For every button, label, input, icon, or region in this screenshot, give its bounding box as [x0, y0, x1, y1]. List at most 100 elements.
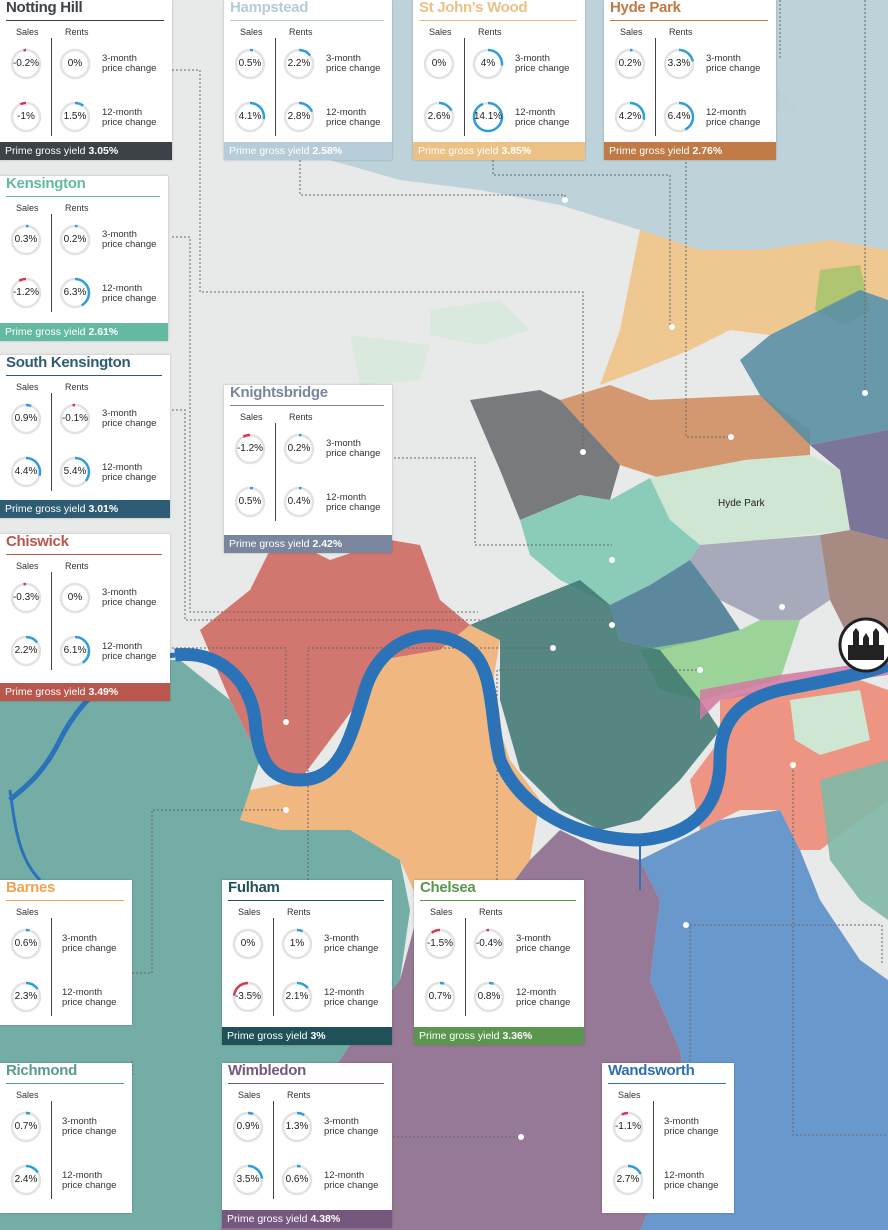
chiswick-sales-3m-value: -0.3%: [12, 592, 40, 603]
sales-header: Sales: [238, 1090, 261, 1100]
chelsea-rents-3m-gauge: -0.4%: [473, 928, 505, 960]
notting-hill-sales-12m-value: -1%: [17, 111, 35, 122]
label-3-month: 3-month price change: [324, 933, 379, 954]
chiswick-card: Chiswick Sales Rents -0.3% 2.2% 0% 6.1% 3-month…: [0, 533, 170, 701]
fulham-sales-12m-gauge: -3.5%: [232, 981, 264, 1013]
wimbledon-rents-3m-gauge: 1.3%: [281, 1111, 313, 1143]
hyde-park-sales-3m-value: 0.2%: [618, 58, 642, 69]
hampstead-sales-12m-gauge: 4.1%: [234, 101, 266, 133]
fulham-sales-3m-gauge: 0%: [232, 928, 264, 960]
richmond-sales-12m-gauge: 2.4%: [10, 1164, 42, 1196]
label-12-month: 12-month price change: [326, 107, 381, 128]
rents-header: Rents: [478, 27, 502, 37]
south-kensington-sales-3m-value: 0.9%: [14, 413, 38, 424]
hyde-park-rents-3m-value: 3.3%: [667, 58, 691, 69]
chelsea-sales-3m-gauge: -1.5%: [424, 928, 456, 960]
st-johns-wood-rents-3m-gauge: 4%: [472, 48, 504, 80]
wimbledon-title-rule: [228, 1083, 384, 1084]
st-johns-wood-sales-3m-value: 0%: [431, 58, 447, 69]
wimbledon-rents-12m-gauge: 0.6%: [281, 1164, 313, 1196]
knightsbridge-yield-bar: Prime gross yield 2.42%: [224, 535, 392, 553]
kensington-sales-3m-gauge: 0.3%: [10, 224, 42, 256]
knightsbridge-sales-12m-value: 0.5%: [238, 496, 262, 507]
notting-hill-title: Notting Hill: [6, 0, 83, 16]
wimbledon-rents-12m-value: 0.6%: [285, 1174, 309, 1185]
label-3-month: 3-month price change: [62, 933, 117, 954]
kensington-sales-12m-gauge: -1.2%: [10, 277, 42, 309]
st-johns-wood-yield-bar: Prime gross yield 3.85%: [413, 142, 585, 160]
label-12-month: 12-month price change: [516, 987, 571, 1008]
hampstead-yield-value: 2.58%: [312, 145, 343, 157]
wimbledon-card: Wimbledon Sales Rents 0.9% 3.5% 1.3% 0.6% 3-mon…: [222, 1062, 392, 1228]
st-johns-wood-sales-12m-value: 2.6%: [427, 111, 451, 122]
wandsworth-sales-12m-gauge: 2.7%: [612, 1164, 644, 1196]
chiswick-sales-12m-value: 2.2%: [14, 645, 38, 656]
st-johns-wood-card: St John's Wood Sales Rents 0% 2.6% 4% 14.1% 3-m…: [413, 0, 585, 160]
sales-header: Sales: [240, 412, 263, 422]
fulham-sales-3m-value: 0%: [240, 938, 256, 949]
st-johns-wood-sales-3m-gauge: 0%: [423, 48, 455, 80]
fulham-sales-12m-value: -3.5%: [234, 991, 262, 1002]
chiswick-rents-3m-gauge: 0%: [59, 582, 91, 614]
label-3-month: 3-month price change: [102, 229, 157, 250]
chiswick-rents-12m-value: 6.1%: [63, 645, 87, 656]
wandsworth-sales-3m-gauge: -1.1%: [612, 1111, 644, 1143]
notting-hill-card: Notting Hill Sales Rents -0.2% -1% 0% 1.5% 3-mo…: [0, 0, 172, 160]
chelsea-rents-3m-value: -0.4%: [475, 938, 503, 949]
hyde-park-rents-3m-gauge: 3.3%: [663, 48, 695, 80]
hampstead-rents-12m-value: 2.8%: [287, 111, 311, 122]
south-kensington-sales-12m-value: 4.4%: [14, 466, 38, 477]
knightsbridge-rents-3m-gauge: 0.2%: [283, 433, 315, 465]
south-kensington-yield-value: 3.01%: [88, 503, 119, 515]
label-3-month: 3-month price change: [515, 53, 570, 74]
wimbledon-title: Wimbledon: [228, 1062, 306, 1079]
hampstead-rents-3m-gauge: 2.2%: [283, 48, 315, 80]
column-divider: [464, 38, 465, 136]
notting-hill-sales-3m-value: -0.2%: [12, 58, 40, 69]
st-johns-wood-rents-12m-gauge: 14.1%: [472, 101, 504, 133]
barnes-title: Barnes: [6, 879, 56, 896]
sales-header: Sales: [429, 27, 452, 37]
kensington-sales-12m-value: -1.2%: [12, 287, 40, 298]
sales-header: Sales: [16, 561, 39, 571]
hampstead-sales-12m-value: 4.1%: [238, 111, 262, 122]
st-johns-wood-title: St John's Wood: [419, 0, 528, 16]
rents-header: Rents: [669, 27, 693, 37]
column-divider: [51, 918, 52, 1016]
knightsbridge-title-rule: [230, 405, 384, 406]
wimbledon-sales-12m-value: 3.5%: [236, 1174, 260, 1185]
label-12-month: 12-month price change: [324, 1170, 379, 1191]
notting-hill-sales-12m-gauge: -1%: [10, 101, 42, 133]
barnes-title-rule: [6, 900, 124, 901]
kensington-sales-3m-value: 0.3%: [14, 234, 38, 245]
notting-hill-rents-12m-value: 1.5%: [63, 111, 87, 122]
kensington-title-rule: [6, 196, 160, 197]
label-12-month: 12-month price change: [706, 107, 761, 128]
label-12-month: 12-month price change: [664, 1170, 719, 1191]
wimbledon-yield-value: 4.38%: [310, 1213, 341, 1225]
sales-header: Sales: [16, 203, 39, 213]
hampstead-rents-3m-value: 2.2%: [287, 58, 311, 69]
wandsworth-sales-3m-value: -1.1%: [614, 1121, 642, 1132]
chelsea-title: Chelsea: [420, 879, 476, 896]
label-12-month: 12-month price change: [102, 107, 157, 128]
label-12-month: 12-month price change: [102, 462, 157, 483]
notting-hill-rents-3m-gauge: 0%: [59, 48, 91, 80]
column-divider: [51, 38, 52, 136]
column-divider: [51, 1101, 52, 1199]
south-kensington-title-rule: [6, 375, 162, 376]
barnes-card: Barnes Sales 0.6% 2.3% 3-month price change 12…: [0, 879, 132, 1025]
notting-hill-title-rule: [6, 20, 164, 21]
knightsbridge-rents-12m-gauge: 0.4%: [283, 486, 315, 518]
chiswick-sales-12m-gauge: 2.2%: [10, 635, 42, 667]
chiswick-sales-3m-gauge: -0.3%: [10, 582, 42, 614]
south-kensington-sales-3m-gauge: 0.9%: [10, 403, 42, 435]
label-12-month: 12-month price change: [62, 987, 117, 1008]
st-johns-wood-title-rule: [419, 20, 577, 21]
notting-hill-yield-bar: Prime gross yield 3.05%: [0, 142, 172, 160]
kensington-rents-3m-gauge: 0.2%: [59, 224, 91, 256]
st-johns-wood-sales-12m-gauge: 2.6%: [423, 101, 455, 133]
kensington-rents-12m-gauge: 6.3%: [59, 277, 91, 309]
column-divider: [51, 393, 52, 491]
sales-header: Sales: [16, 382, 39, 392]
